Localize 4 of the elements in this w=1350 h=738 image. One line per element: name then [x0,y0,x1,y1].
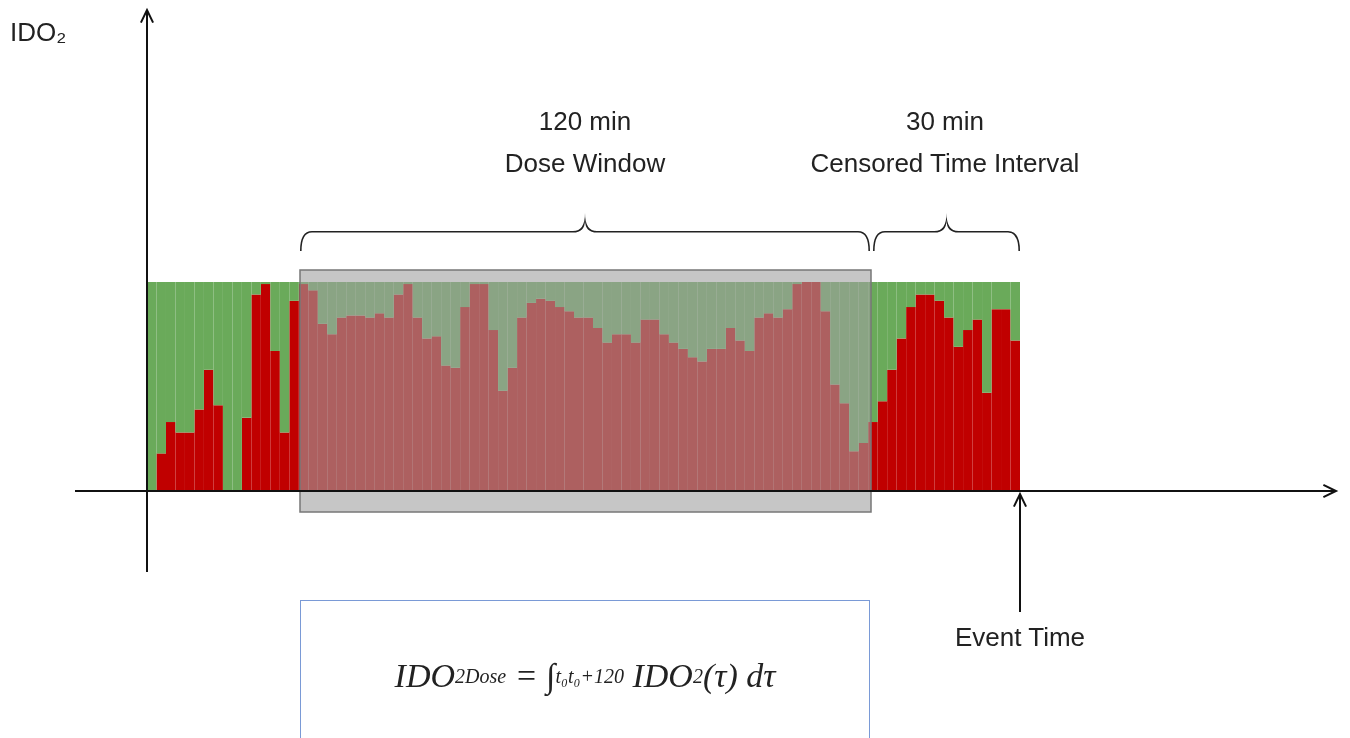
text: 30 min Censored Time Interval [809,105,1081,180]
text: Event Time [953,622,1087,653]
text: 120 min Dose Window [503,105,667,180]
text: IDO₂ [10,17,67,48]
